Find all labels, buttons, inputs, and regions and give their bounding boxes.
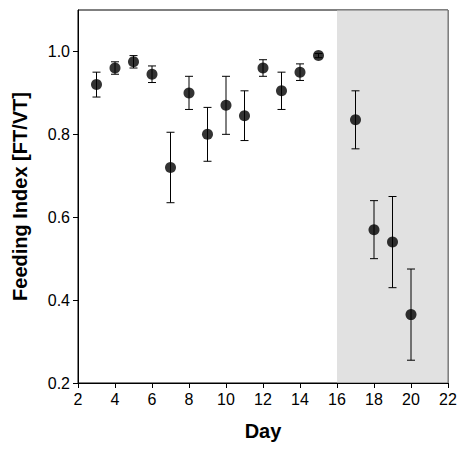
svg-text:14: 14 bbox=[291, 391, 309, 408]
svg-text:10: 10 bbox=[217, 391, 235, 408]
svg-text:4: 4 bbox=[111, 391, 120, 408]
svg-text:16: 16 bbox=[328, 391, 346, 408]
svg-text:0.4: 0.4 bbox=[48, 292, 70, 309]
svg-text:0.8: 0.8 bbox=[48, 126, 70, 143]
svg-text:22: 22 bbox=[439, 391, 457, 408]
svg-text:18: 18 bbox=[365, 391, 383, 408]
svg-text:Feeding Index [FT/VT]: Feeding Index [FT/VT] bbox=[9, 92, 31, 301]
svg-text:0.6: 0.6 bbox=[48, 209, 70, 226]
svg-text:1.0: 1.0 bbox=[48, 43, 70, 60]
svg-text:Day: Day bbox=[245, 420, 283, 442]
svg-text:12: 12 bbox=[254, 391, 272, 408]
svg-text:6: 6 bbox=[148, 391, 157, 408]
svg-text:8: 8 bbox=[185, 391, 194, 408]
svg-text:2: 2 bbox=[74, 391, 83, 408]
svg-text:20: 20 bbox=[402, 391, 420, 408]
svg-text:0.2: 0.2 bbox=[48, 375, 70, 392]
